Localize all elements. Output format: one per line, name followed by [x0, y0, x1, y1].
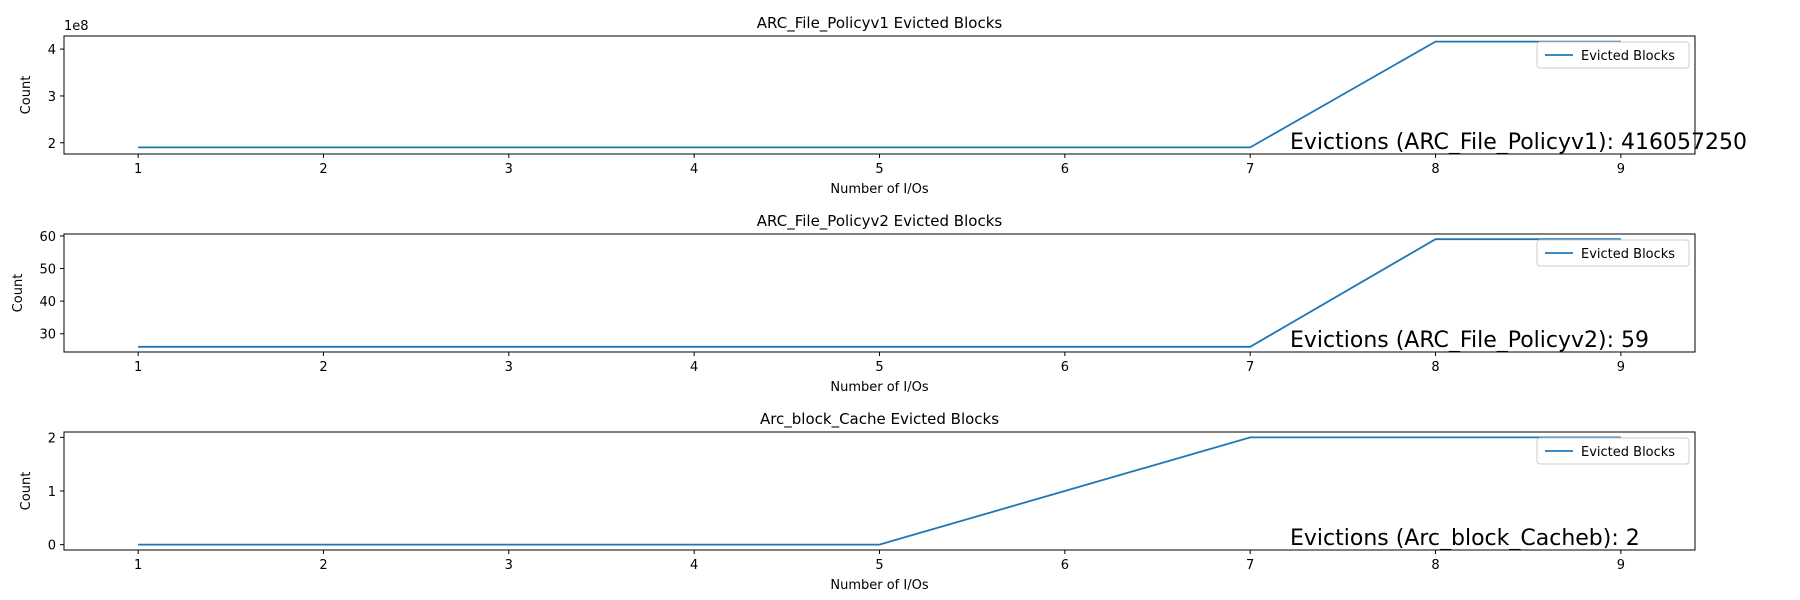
- legend-label: Evicted Blocks: [1581, 445, 1675, 460]
- x-tick-label: 4: [690, 558, 698, 573]
- x-tick-label: 1: [134, 360, 142, 375]
- y-tick-label: 4: [48, 43, 56, 58]
- x-tick-label: 4: [690, 360, 698, 375]
- y-tick-label: 40: [39, 295, 56, 310]
- x-tick-label: 5: [875, 162, 883, 177]
- series-line: [138, 436, 1621, 546]
- y-tick-label: 50: [39, 263, 56, 278]
- x-tick-label: 6: [1061, 360, 1069, 375]
- x-tick-label: 9: [1617, 360, 1625, 375]
- eviction-annotation: Evictions (ARC_File_Policyv1): 416057250: [1290, 130, 1747, 155]
- x-axis-label: Number of I/Os: [830, 182, 928, 197]
- x-tick-label: 5: [875, 558, 883, 573]
- y-tick-label: 30: [39, 328, 56, 343]
- x-axis-label: Number of I/Os: [830, 380, 928, 395]
- legend-box: [1536, 437, 1690, 465]
- series-line: [138, 40, 1621, 149]
- legend-label: Evicted Blocks: [1581, 49, 1675, 64]
- x-tick-label: 8: [1431, 162, 1439, 177]
- subplot-1: ARC_File_Policyv1 Evicted Blocks 1 2 3 4 5 6 7 8…: [19, 14, 1747, 197]
- y-tick-label: 2: [48, 137, 56, 152]
- y-tick-label: 2: [48, 431, 56, 446]
- y-axis-label: Count: [19, 472, 34, 511]
- x-tick-label: 3: [505, 162, 513, 177]
- x-tick-label: 3: [505, 360, 513, 375]
- legend-box: [1536, 239, 1690, 267]
- x-tick-label: 8: [1431, 558, 1439, 573]
- x-tick-label: 9: [1617, 558, 1625, 573]
- y-tick-label: 0: [48, 539, 56, 554]
- x-tick-label: 1: [134, 162, 142, 177]
- x-tick-label: 2: [319, 162, 327, 177]
- y-tick-label: 3: [48, 90, 56, 105]
- legend: Evicted Blocks: [1536, 437, 1690, 465]
- x-tick-label: 1: [134, 558, 142, 573]
- subplot-title: ARC_File_Policyv1 Evicted Blocks: [757, 14, 1003, 33]
- x-tick-label: 5: [875, 360, 883, 375]
- y-offset-label: 1e8: [64, 19, 89, 34]
- y-tick-label: 1: [48, 485, 56, 500]
- x-tick-label: 4: [690, 162, 698, 177]
- x-tick-label: 7: [1246, 162, 1254, 177]
- y-tick-label: 60: [39, 230, 56, 245]
- subplot-title: ARC_File_Policyv2 Evicted Blocks: [757, 212, 1003, 231]
- series-line: [138, 238, 1621, 348]
- x-tick-label: 8: [1431, 360, 1439, 375]
- subplot-3: Arc_block_Cache Evicted Blocks 1 2 3 4 5 6 7 8 9 0…: [19, 410, 1696, 593]
- x-tick-label: 2: [319, 558, 327, 573]
- subplot-2: ARC_File_Policyv2 Evicted Blocks 1 2 3 4 5 6 7 8…: [11, 212, 1696, 395]
- x-tick-label: 6: [1061, 162, 1069, 177]
- legend-label: Evicted Blocks: [1581, 247, 1675, 262]
- legend-box: [1536, 41, 1690, 69]
- y-axis-label: Count: [11, 274, 26, 313]
- x-tick-label: 6: [1061, 558, 1069, 573]
- x-tick-label: 9: [1617, 162, 1625, 177]
- x-axis-label: Number of I/Os: [830, 578, 928, 593]
- eviction-annotation: Evictions (Arc_block_Cacheb): 2: [1290, 526, 1640, 551]
- x-tick-label: 2: [319, 360, 327, 375]
- legend: Evicted Blocks: [1536, 239, 1690, 267]
- legend: Evicted Blocks: [1536, 41, 1690, 69]
- x-tick-label: 3: [505, 558, 513, 573]
- x-tick-label: 7: [1246, 558, 1254, 573]
- x-tick-label: 7: [1246, 360, 1254, 375]
- y-axis-label: Count: [19, 76, 34, 115]
- subplot-title: Arc_block_Cache Evicted Blocks: [760, 410, 999, 429]
- eviction-annotation: Evictions (ARC_File_Policyv2): 59: [1290, 328, 1649, 353]
